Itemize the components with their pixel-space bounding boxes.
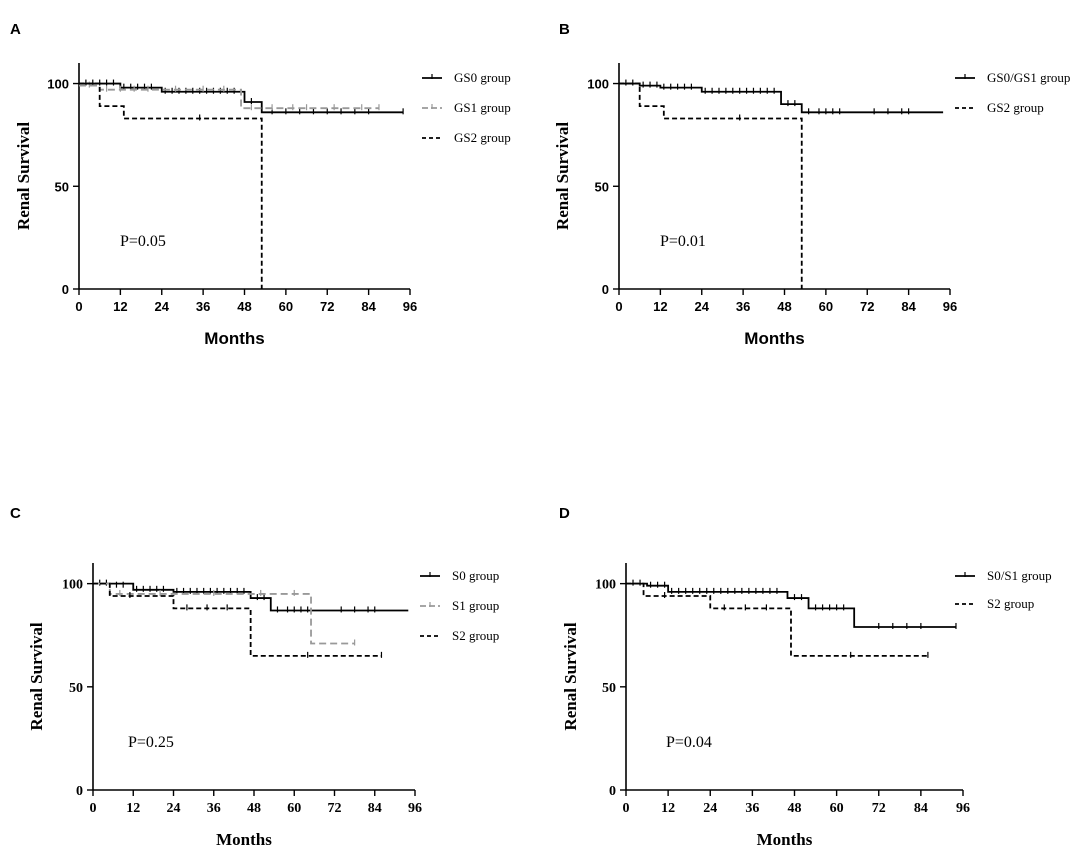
survival-curve [619,82,944,114]
legend-label: GS1 group [454,100,511,115]
x-axis-label: Months [216,830,272,849]
x-tick-label: 96 [943,299,957,314]
survival-curve [626,582,956,628]
series-gs2-group [619,82,803,289]
legend-label: GS2 group [987,100,1044,115]
survival-curve [93,582,382,657]
x-tick-label: 96 [408,801,422,816]
survival-curve [79,84,379,110]
x-tick-label: 96 [956,801,970,816]
x-tick-label: 72 [320,299,334,314]
series-gs0-group [79,79,404,115]
x-tick-label: 96 [403,299,417,314]
panel-a: A 0 12 24 36 48 60 72 84 96 0 50 100 Months Renal Surv… [10,21,511,348]
y-tick-label: 100 [47,77,69,92]
panel-letter: C [10,505,21,522]
survival-curve [79,82,404,114]
x-tick-label: 48 [247,801,261,816]
x-tick-label: 36 [745,801,759,816]
x-tick-label: 12 [126,801,140,816]
y-tick-label: 100 [587,77,609,92]
x-tick-label: 0 [615,299,622,314]
x-tick-label: 0 [623,801,630,816]
survival-curve [79,82,263,289]
x-tick-label: 48 [788,801,802,816]
x-tick-label: 24 [167,801,181,816]
x-tick-label: 12 [113,299,127,314]
y-tick-label: 50 [602,681,616,696]
p-value-annotation: P=0.05 [120,233,166,250]
y-tick-label: 50 [55,179,69,194]
survival-curve [619,82,803,289]
x-tick-label: 36 [207,801,221,816]
p-value-annotation: P=0.25 [128,734,174,751]
y-axis-label: Renal Survival [27,622,46,730]
series-s0-group [93,579,409,613]
survival-curve [626,582,928,657]
panel-letter: D [559,505,570,522]
x-tick-label: 24 [695,299,710,314]
x-tick-label: 48 [777,299,791,314]
p-value-annotation: P=0.04 [666,734,712,751]
x-tick-label: 60 [819,299,833,314]
y-tick-label: 50 [69,681,83,696]
panel-c: C 0 12 24 36 48 60 72 84 96 0 50 100 Months Renal Surv… [10,505,499,849]
x-axis-label: Months [757,830,813,849]
x-axis-label: Months [744,329,804,348]
legend-label: S0/S1 group [987,568,1052,583]
y-tick-label: 0 [62,282,69,297]
y-tick-label: 50 [595,179,609,194]
series-s0-s1-group [626,579,957,629]
legend-label: S2 group [452,628,499,643]
legend-label: GS0 group [454,70,511,85]
x-tick-label: 48 [237,299,251,314]
series-gs0-gs1-group [619,79,944,115]
series-s1-group [93,582,356,646]
x-tick-label: 0 [75,299,82,314]
y-tick-label: 0 [602,282,609,297]
x-tick-label: 72 [860,299,874,314]
x-tick-label: 24 [155,299,170,314]
y-axis-label: Renal Survival [14,122,33,230]
series-s2-group [626,582,929,658]
panel-b: B 0 12 24 36 48 60 72 84 96 0 50 100 Months Renal Surv… [553,21,1070,348]
x-tick-label: 36 [736,299,750,314]
x-tick-label: 12 [661,801,675,816]
x-tick-label: 84 [368,801,382,816]
x-tick-label: 72 [328,801,342,816]
x-tick-label: 84 [361,299,376,314]
x-tick-label: 60 [287,801,301,816]
panel-letter: B [559,21,570,38]
y-axis-label: Renal Survival [553,122,572,230]
x-tick-label: 12 [653,299,667,314]
series-s2-group [93,582,383,658]
x-tick-label: 60 [830,801,844,816]
y-tick-label: 0 [76,784,83,799]
y-tick-label: 100 [62,578,83,593]
panel-d: D 0 12 24 36 48 60 72 84 96 0 50 100 Months Renal Surv… [559,505,1052,849]
x-axis-label: Months [204,329,264,348]
legend-label: S2 group [987,596,1034,611]
x-tick-label: 84 [901,299,916,314]
survival-curve [93,582,409,612]
x-tick-label: 24 [703,801,717,816]
panel-letter: A [10,21,21,38]
series-gs2-group [79,82,263,289]
series-gs1-group [79,81,380,111]
y-tick-label: 0 [609,784,616,799]
x-tick-label: 60 [279,299,293,314]
legend-label: GS0/GS1 group [987,70,1070,85]
x-tick-label: 84 [914,801,928,816]
x-tick-label: 0 [90,801,97,816]
y-tick-label: 100 [595,578,616,593]
p-value-annotation: P=0.01 [660,233,706,250]
x-tick-label: 36 [196,299,210,314]
legend-label: S0 group [452,568,499,583]
y-axis-label: Renal Survival [561,622,580,730]
legend-label: S1 group [452,598,499,613]
x-tick-label: 72 [872,801,886,816]
legend-label: GS2 group [454,130,511,145]
survival-curve [93,582,355,645]
